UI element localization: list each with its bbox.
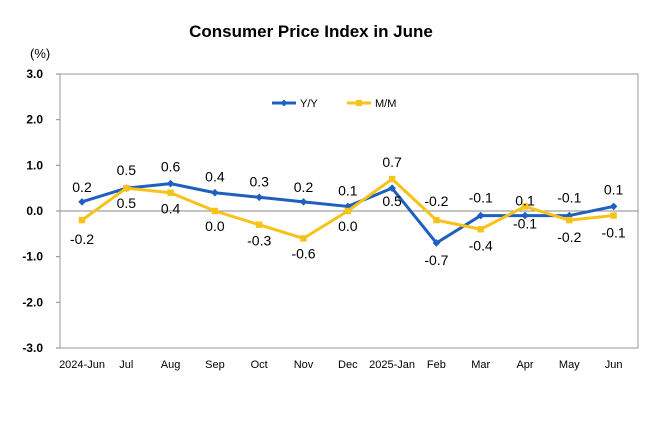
x-tick-label: Aug: [161, 359, 181, 371]
data-label-mm: -0.2: [70, 231, 94, 247]
data-point-marker: [123, 184, 130, 192]
x-tick-label: Oct: [251, 359, 268, 371]
x-tick-label: Apr: [516, 359, 533, 371]
data-point-marker: [388, 184, 396, 192]
x-tick-label: Sep: [205, 359, 225, 371]
data-label-mm: -0.6: [291, 245, 315, 261]
data-point-marker: [476, 211, 485, 220]
data-point-marker: [211, 188, 219, 197]
data-point-marker: [433, 216, 440, 224]
data-label-yy: -0.7: [424, 252, 448, 268]
x-tick-label: 2024-Jun: [59, 359, 105, 371]
series-layer: [78, 175, 618, 247]
x-tick-label: 2025-Jan: [369, 359, 415, 371]
data-point-marker: [566, 216, 573, 224]
data-point-marker: [256, 221, 263, 228]
data-label-yy: 0.2: [72, 179, 92, 195]
data-label-yy: 0.5: [382, 193, 402, 209]
data-label-mm: -0.2: [557, 229, 581, 245]
data-point-marker: [300, 235, 307, 242]
data-point-marker: [521, 203, 529, 210]
data-label-yy: -0.1: [557, 190, 581, 206]
data-point-marker: [521, 211, 529, 220]
data-point-marker: [432, 239, 441, 247]
data-label-yy: 0.2: [294, 179, 314, 195]
data-point-marker: [388, 175, 396, 183]
x-tick-label: Nov: [294, 359, 314, 371]
x-tick-label: Jul: [119, 359, 133, 371]
data-label-mm: 0.0: [205, 218, 225, 234]
data-point-marker: [477, 226, 484, 233]
legend-label: M/M: [375, 98, 396, 110]
data-label-mm: 0.4: [161, 201, 181, 217]
y-tick-label: 0.0: [26, 204, 43, 218]
data-label-yy: 0.1: [604, 181, 624, 197]
y-axis-unit-label: (%): [30, 46, 50, 61]
data-point-marker: [609, 202, 618, 211]
legend-label: Y/Y: [300, 98, 318, 110]
data-label-yy: 0.4: [205, 169, 225, 185]
y-axis-ticks: 3.0 2.0 1.0 0.0 -1.0 -2.0 -3.0: [22, 67, 60, 355]
data-label-yy: 0.5: [117, 162, 137, 178]
x-tick-label: May: [559, 359, 580, 371]
data-point-marker: [299, 198, 308, 206]
data-point-marker: [255, 193, 263, 202]
y-tick-label: 3.0: [26, 67, 43, 81]
data-label-yy: 0.3: [249, 173, 269, 189]
x-tick-label: Jun: [605, 359, 623, 371]
data-label-mm: -0.1: [602, 225, 626, 241]
data-label-mm: 0.0: [338, 218, 358, 234]
data-point-marker: [344, 202, 352, 211]
data-label-mm: 0.5: [117, 195, 137, 211]
x-tick-label: Mar: [471, 359, 490, 371]
chart-title: Consumer Price Index in June: [189, 22, 433, 41]
data-label-mm: 0.7: [382, 154, 402, 170]
data-label-mm: -0.4: [469, 237, 493, 253]
data-point-marker: [211, 207, 219, 215]
x-tick-label: Feb: [427, 359, 446, 371]
data-point-marker: [610, 212, 617, 219]
y-tick-label: 1.0: [26, 158, 43, 172]
data-label-mm: -0.2: [424, 193, 448, 209]
x-axis-ticks: 2024-Jun Jul Aug Sep Oct Nov Dec 2025-Jan Feb Mar…: [59, 359, 622, 371]
data-label-mm: -0.1: [513, 215, 537, 231]
data-labels-layer: 0.2 0.5 0.6 0.4 0.3 0.2 0.1 0.5 -0.7 -0.1 0.1 -0.1 0…: [70, 154, 626, 268]
data-point-marker: [78, 216, 86, 224]
data-label-yy: 0.1: [515, 193, 535, 209]
data-point-marker: [166, 179, 175, 188]
legend-swatch-marker: [356, 100, 362, 106]
legend-swatch-marker: [280, 99, 288, 107]
data-label-yy: 0.1: [338, 182, 358, 198]
data-label-mm: -0.3: [247, 233, 271, 249]
data-label-yy: -0.1: [469, 190, 493, 206]
legend: Y/Y M/M: [272, 98, 396, 110]
y-tick-label: -3.0: [22, 341, 43, 355]
data-label-yy: 0.6: [161, 159, 181, 175]
x-tick-label: Dec: [338, 359, 358, 371]
data-point-marker: [167, 189, 174, 196]
data-point-marker: [78, 198, 86, 206]
y-tick-label: -1.0: [22, 250, 43, 264]
y-tick-label: -2.0: [22, 295, 43, 309]
y-tick-label: 2.0: [26, 113, 43, 127]
data-point-marker: [344, 207, 351, 215]
